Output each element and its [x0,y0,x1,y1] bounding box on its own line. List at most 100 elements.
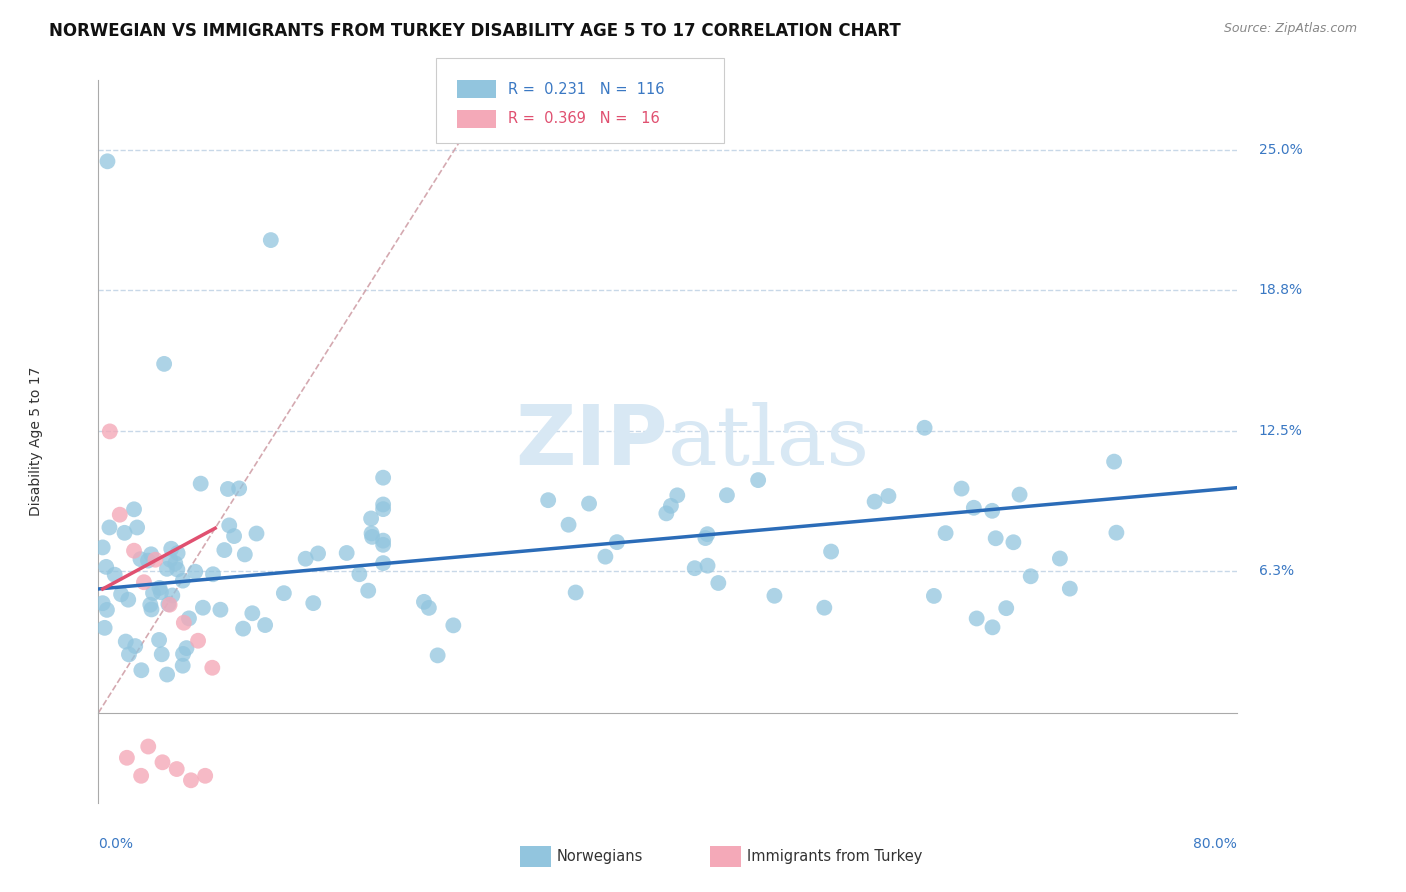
Point [118,648,141,662]
Text: Source: ZipAtlas.com: Source: ZipAtlas.com [1223,22,1357,36]
Point [294,551,316,566]
Point [373,533,395,548]
Point [307,546,329,560]
Point [578,497,600,511]
Text: 18.8%: 18.8% [1258,283,1303,297]
Point [201,661,224,675]
Point [98,520,121,534]
Point [659,499,682,513]
Point [117,592,139,607]
Point [91,541,114,555]
Point [104,567,127,582]
Point [981,504,1004,518]
Point [877,489,900,503]
Point [606,535,628,549]
Point [187,633,209,648]
Point [935,526,957,541]
Point [114,634,136,648]
Text: 12.5%: 12.5% [1258,425,1302,438]
Point [172,658,194,673]
Point [129,552,152,566]
Point [1002,535,1025,549]
Point [373,498,395,512]
Point [131,663,153,677]
Point [413,595,436,609]
Point [426,648,449,663]
Point [110,587,132,601]
Point [349,567,371,582]
Point [695,531,717,545]
Point [148,581,170,595]
Point [153,357,176,371]
Point [152,756,174,770]
Point [148,632,170,647]
Point [260,233,283,247]
Point [655,507,678,521]
Point [373,502,395,516]
Point [122,543,145,558]
Text: atlas: atlas [668,401,870,482]
Point [136,553,159,567]
Point [173,615,195,630]
Point [91,596,114,610]
Point [115,751,138,765]
Point [129,769,152,783]
Point [696,558,718,573]
Point [302,596,325,610]
Point [157,597,180,611]
Point [180,773,202,788]
Text: R =  0.231   N =  116: R = 0.231 N = 116 [508,82,664,96]
Point [1102,455,1125,469]
Point [683,561,706,575]
Point [191,600,214,615]
Point [1008,487,1031,501]
Point [122,502,145,516]
Point [966,611,988,625]
Point [360,511,382,525]
Point [981,620,1004,634]
Point [914,421,936,435]
Point [141,602,163,616]
Point [245,526,267,541]
Point [1105,525,1128,540]
Text: 0.0%: 0.0% [98,837,134,851]
Point [1019,569,1042,583]
Point [149,585,172,599]
Point [172,574,194,588]
Point [156,667,179,681]
Point [156,562,179,576]
Point [136,739,159,754]
Point [132,575,155,590]
Point [228,482,250,496]
Point [763,589,786,603]
Point [139,598,162,612]
Point [150,647,173,661]
Point [184,565,207,579]
Point [165,557,187,571]
Point [441,618,464,632]
Point [557,517,579,532]
Point [1059,582,1081,596]
Point [240,607,263,621]
Point [232,622,254,636]
Point [963,500,986,515]
Text: 25.0%: 25.0% [1258,143,1302,157]
Point [98,425,121,439]
Point [666,488,689,502]
Point [218,518,240,533]
Point [747,473,769,487]
Point [336,546,359,560]
Point [209,603,232,617]
Point [564,585,586,599]
Point [176,641,198,656]
Point [233,548,256,562]
Point [696,527,718,541]
Point [863,494,886,508]
Point [995,601,1018,615]
Text: R =  0.369   N =   16: R = 0.369 N = 16 [508,112,659,126]
Point [172,647,194,661]
Point [418,600,440,615]
Point [373,556,395,570]
Point [820,544,842,558]
Point [373,471,395,485]
